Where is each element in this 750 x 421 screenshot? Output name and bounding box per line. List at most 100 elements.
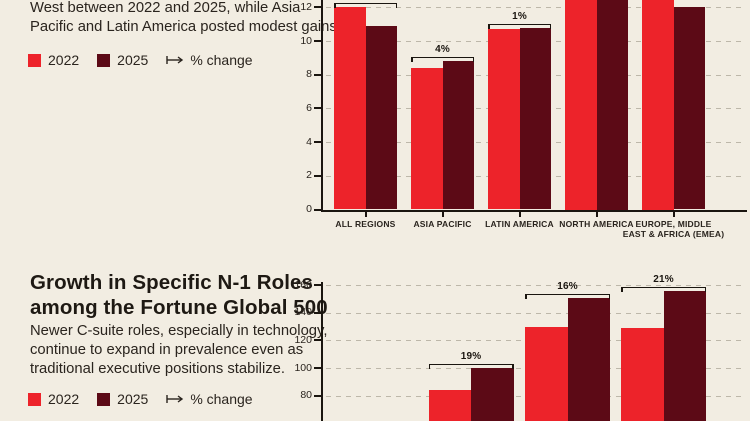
bar-2025-cat1	[365, 25, 397, 210]
category-label-line: NORTH AMERICA	[559, 218, 634, 229]
bar-2025-cat2	[442, 61, 474, 210]
category-label: EUROPE, MIDDLE EAST & AFRICA (EMEA)	[614, 219, 734, 239]
legend-top: 2022 2025 % change	[28, 52, 253, 68]
y-axis-tick	[314, 284, 321, 287]
category-label: ALL REGIONS	[306, 219, 426, 229]
y-axis-label: 100	[294, 361, 312, 374]
pct-change-label: 4%	[435, 44, 450, 56]
legend-bottom: 2022 2025 % change	[28, 391, 253, 407]
pct-change-label: 19%	[460, 351, 482, 362]
bar-2022-cat4	[565, 0, 597, 210]
y-axis-tick	[314, 40, 321, 42]
bar-2022-cat2	[411, 67, 443, 210]
bar-2025-cat5	[673, 7, 705, 210]
bar-2022-cat4	[621, 327, 664, 421]
y-axis-label: 8	[306, 68, 312, 81]
y-axis-tick	[314, 174, 321, 177]
y-axis-tick	[314, 141, 321, 144]
y-axis-tick	[314, 6, 321, 9]
x-axis-tick	[364, 211, 367, 217]
x-axis-tick	[672, 211, 675, 217]
pct-change-bracket	[621, 286, 706, 294]
y-axis-label: 10	[300, 34, 312, 47]
gridline	[326, 285, 745, 287]
pct-change-label: 1%	[512, 10, 527, 22]
x-axis-tick	[595, 211, 598, 217]
category-label-line: LATIN AMERICA	[485, 218, 554, 229]
pct-change-label: 21%	[653, 273, 674, 285]
bar-2022-cat3	[488, 29, 520, 210]
bar-2025-cat2	[471, 368, 514, 421]
y-axis-label: 6	[306, 101, 312, 114]
category-label-line: ALL REGIONS	[335, 218, 396, 229]
pct-change-bracket	[411, 57, 474, 64]
legend-label-2025: 2025	[117, 391, 149, 407]
x-axis-line	[321, 209, 747, 212]
legend-label-2025: 2025	[117, 52, 149, 68]
y-axis-label: 12	[300, 0, 312, 13]
category-label: NORTH AMERICA	[537, 219, 657, 229]
y-axis-tick	[314, 311, 321, 314]
category-label: LATIN AMERICA	[460, 219, 580, 229]
category-label: ASIA PACIFIC	[383, 219, 503, 229]
bar-2022-cat2	[428, 390, 471, 421]
x-axis-tick	[441, 211, 444, 217]
y-axis-tick	[314, 107, 321, 110]
y-axis-tick	[314, 394, 321, 397]
text-line: traditional executive positions stabiliz…	[30, 361, 285, 377]
y-axis-tick	[314, 339, 321, 342]
category-label-line: EAST & AFRICA (EMEA)	[622, 228, 725, 239]
bar-2025-cat4	[663, 290, 706, 421]
pct-change-icon	[166, 55, 184, 65]
pct-change-bracket	[488, 23, 551, 31]
y-axis-line	[321, 282, 323, 421]
bar-2025-cat3	[519, 27, 551, 210]
text-line: among the Fortune Global 500	[30, 296, 328, 319]
gridline	[326, 7, 745, 9]
bar-2022-cat5	[642, 0, 674, 210]
legend-swatch-2025	[97, 53, 111, 67]
y-axis-tick	[314, 208, 321, 211]
legend-swatch-2022	[28, 53, 41, 67]
pct-change-bracket	[428, 364, 514, 371]
category-label-line: ASIA PACIFIC	[413, 218, 472, 229]
legend-label-pct-change: % change	[190, 391, 253, 407]
legend-label-2022: 2022	[48, 52, 80, 68]
text-line: Growth in Specific N-1 Roles	[30, 271, 314, 294]
y-axis-label: 80	[300, 389, 312, 402]
category-label-line: EUROPE, MIDDLE	[635, 218, 712, 229]
text-line: Newer C-suite roles, especially in techn…	[30, 323, 328, 339]
y-axis-line	[321, 0, 323, 212]
x-axis-tick	[518, 211, 521, 217]
y-axis-label: 4	[306, 135, 312, 148]
text-line: Pacific and Latin America posted modest …	[30, 19, 341, 35]
pct-change-icon	[166, 394, 184, 404]
pct-change-bracket	[525, 293, 610, 301]
bar-2025-cat3	[567, 297, 610, 421]
intro-paragraph: West between 2022 and 2025, while Asia Pa…	[30, 0, 341, 37]
pct-change-label: 16%	[557, 280, 578, 292]
legend-label-pct-change: % change	[190, 52, 253, 68]
y-axis-tick	[314, 73, 321, 76]
bar-2022-cat1	[334, 7, 366, 210]
legend-swatch-2022	[28, 392, 41, 406]
bar-2025-cat4	[596, 0, 628, 210]
bar-2022-cat3	[525, 326, 568, 421]
text-line: West between 2022 and 2025, while Asia	[30, 0, 301, 16]
y-axis-label: 160	[294, 278, 312, 291]
section-title: Growth in Specific N-1 Roles among the Fo…	[30, 270, 328, 320]
legend-swatch-2025	[97, 392, 111, 406]
section-description: Newer C-suite roles, especially in techn…	[30, 322, 327, 379]
y-axis-label: 0	[306, 203, 312, 215]
legend-label-2022: 2022	[48, 391, 80, 407]
text-line: continue to expand in prevalence even as	[30, 342, 304, 358]
pct-change-bracket	[334, 3, 397, 10]
y-axis-tick	[314, 367, 321, 369]
y-axis-label: 140	[294, 306, 312, 319]
y-axis-label: 2	[306, 169, 312, 182]
gridline	[326, 312, 745, 314]
y-axis-label: 120	[294, 333, 312, 346]
